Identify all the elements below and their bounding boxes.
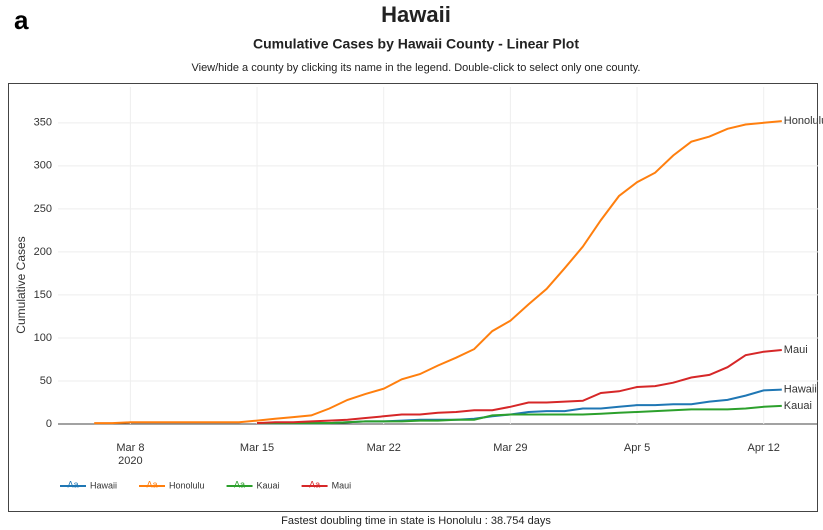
instruction: View/hide a county by clicking its name … [191, 62, 640, 74]
series-line [257, 404, 782, 425]
chart-title: Hawaii [381, 2, 451, 27]
x-tick-label: Mar 22 [367, 442, 401, 454]
y-axis-label: Cumulative Cases [14, 236, 28, 333]
y-tick-label: 50 [40, 375, 52, 387]
series-line [256, 349, 782, 425]
legend-label: Kauai [257, 480, 280, 490]
line-end-label: Honolulu [784, 115, 823, 127]
y-tick-label: 150 [34, 289, 52, 301]
x-tick-label: Mar 29 [493, 442, 527, 454]
legend-item[interactable]: Aa Honolulu [139, 479, 205, 490]
x-tick-label: Apr 5 [624, 442, 650, 454]
y-tick-label: 200 [34, 246, 52, 258]
legend-glyph: Aa [67, 479, 78, 489]
x-tick-label: Mar 15 [240, 442, 274, 454]
legend-glyph: Aa [309, 479, 320, 489]
legend-label: Hawaii [90, 480, 117, 490]
y-tick-label: 350 [34, 117, 52, 129]
line-end-label: Hawaii [784, 383, 817, 395]
chart-subtitle: Cumulative Cases by Hawaii County - Line… [253, 36, 579, 52]
y-tick-label: 100 [34, 332, 52, 344]
legend-glyph: Aa [234, 479, 245, 489]
x-year-label: 2020 [118, 455, 142, 467]
legend-label: Honolulu [169, 480, 205, 490]
legend-item[interactable]: Aa Hawaii [60, 479, 117, 490]
legend-item[interactable]: Aa Kauai [226, 479, 280, 490]
series-line [94, 120, 782, 425]
legend-glyph: Aa [147, 479, 158, 489]
x-tick-label: Apr 12 [748, 442, 780, 454]
panel-label: a [14, 5, 29, 35]
plot-frame [8, 83, 818, 512]
y-tick-label: 250 [34, 203, 52, 215]
legend-item[interactable]: Aa Maui [301, 479, 352, 490]
footnote: Fastest doubling time in state is Honolu… [281, 515, 551, 527]
line-end-label: Maui [784, 344, 808, 356]
y-tick-label: 300 [34, 160, 52, 172]
x-tick-label: Mar 8 [116, 442, 144, 454]
line-end-label: Kauai [784, 400, 812, 412]
y-tick-label: 0 [46, 418, 52, 430]
legend-label: Maui [332, 480, 352, 490]
